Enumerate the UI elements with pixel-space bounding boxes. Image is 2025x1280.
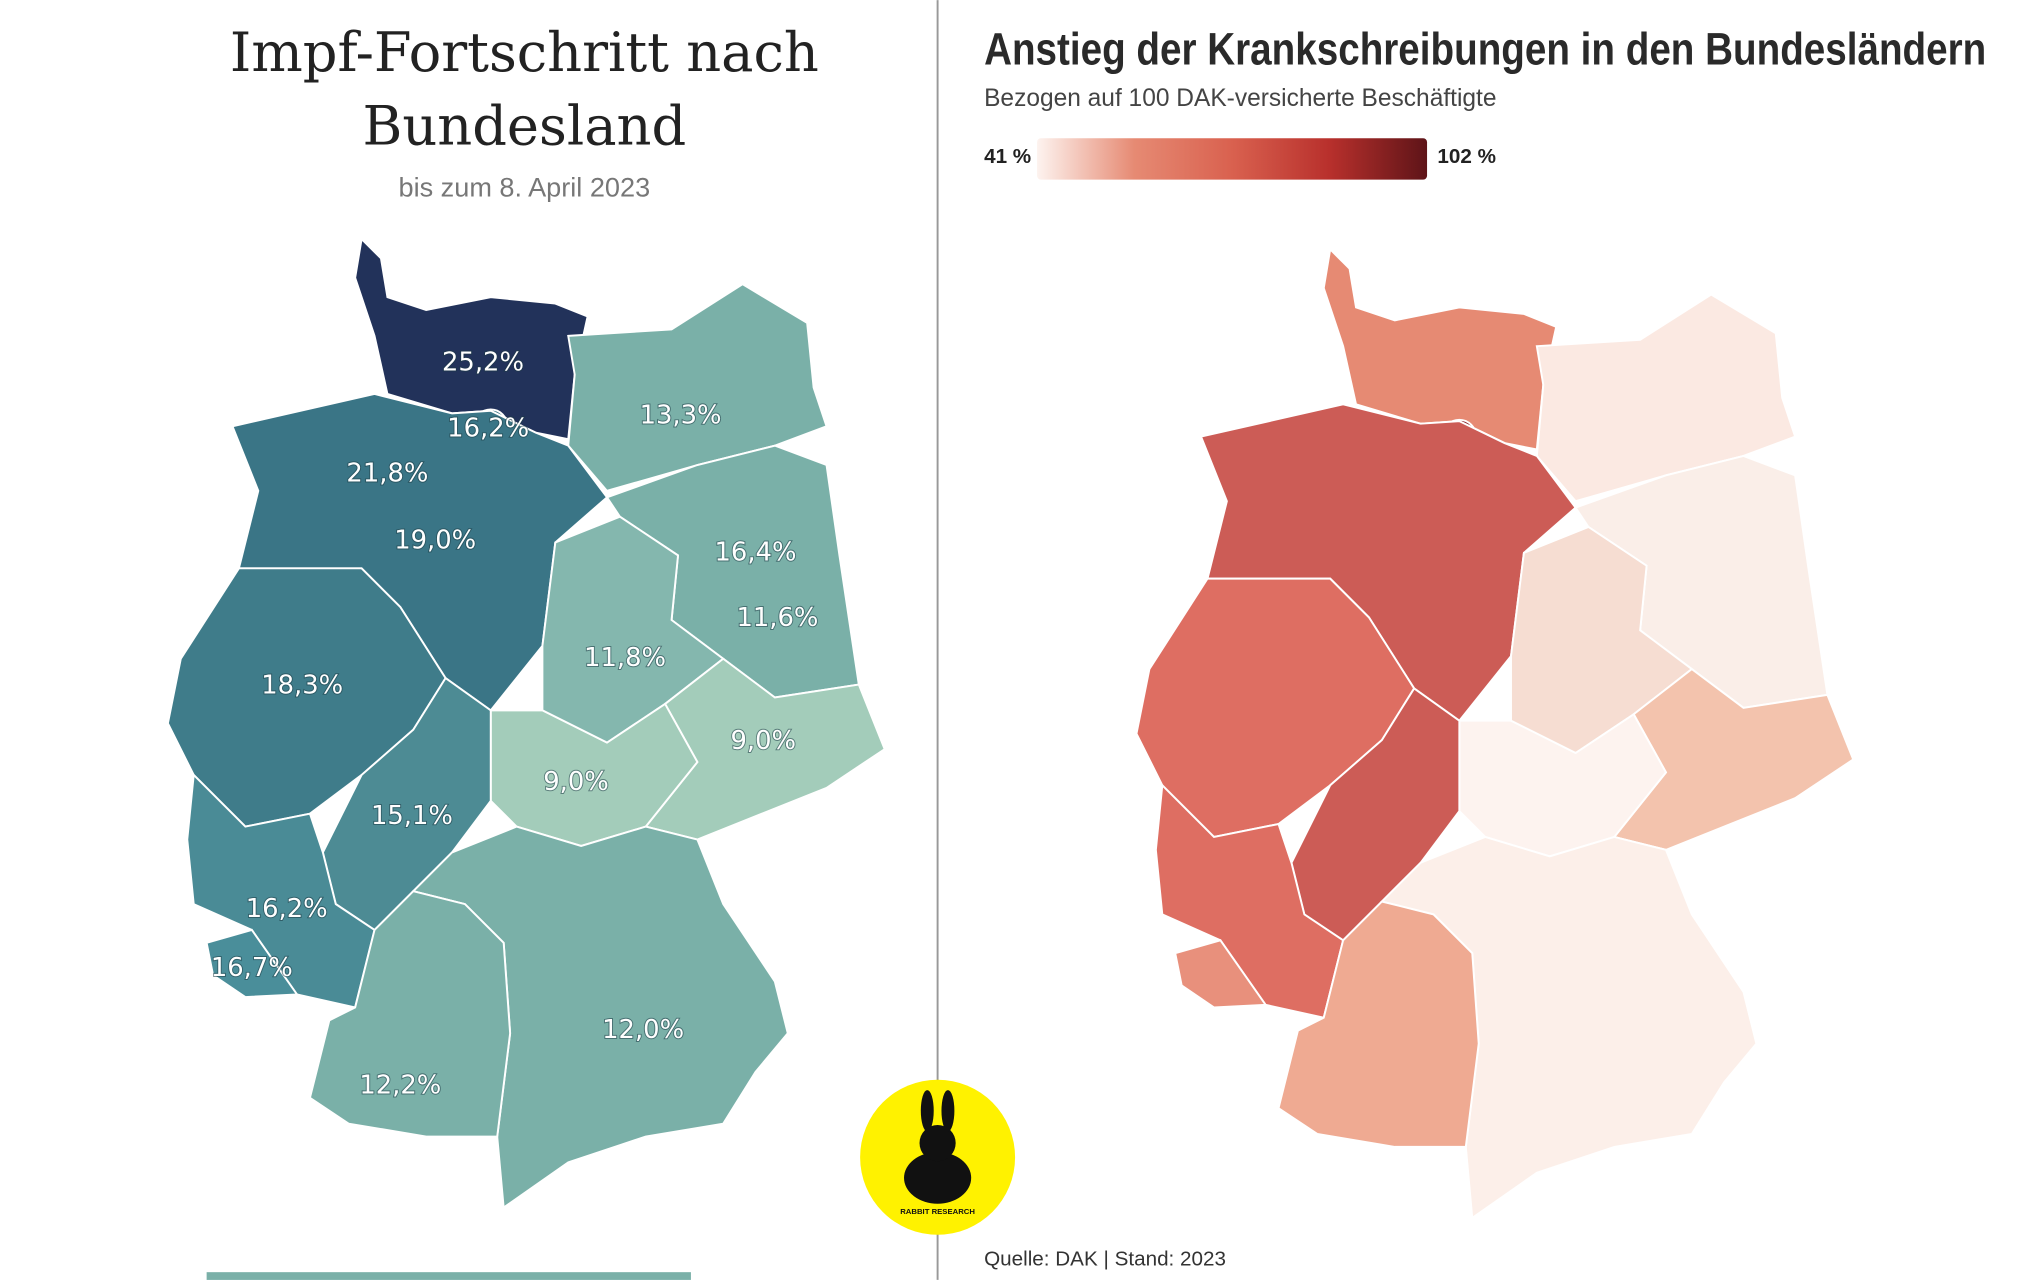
logo: RABBIT RESEARCH — [860, 1079, 1016, 1235]
state-label: 19,0% — [394, 526, 476, 556]
legend-gradient — [1037, 138, 1428, 180]
state-label: 25,2% — [442, 347, 524, 377]
left-labels: 25,2% 16,2% 13,3% 21,8% 19,0% 16,4% 11,6% 11,8%… — [210, 347, 820, 1102]
state-label: 9,0% — [730, 726, 796, 756]
right-map — [1135, 248, 1855, 1219]
subtitle: Bezogen auf 100 DAK-versicherte Beschäft… — [984, 85, 1496, 112]
state-label: 21,8% — [346, 459, 428, 489]
state-label: 15,1% — [371, 801, 453, 831]
state-label: 16,2% — [246, 894, 328, 924]
state-label: 9,0% — [543, 767, 609, 797]
title: Impf-Fortschritt nach — [230, 21, 819, 84]
subtitle: bis zum 8. April 2023 — [399, 171, 651, 202]
legend-min: 41 % — [984, 145, 1031, 168]
logo-text: RABBIT RESEARCH — [900, 1207, 975, 1216]
state-label: 12,0% — [602, 1015, 684, 1045]
state-label: 16,4% — [714, 537, 796, 567]
state-label: 18,3% — [261, 670, 343, 700]
title: Bundesland — [362, 95, 686, 158]
left-map — [166, 238, 886, 1209]
state-label: 11,8% — [584, 643, 666, 673]
legend-strip — [206, 1272, 691, 1280]
state-label: 13,3% — [640, 400, 722, 430]
state-label: 11,6% — [736, 603, 818, 633]
state-label: 16,2% — [447, 413, 529, 443]
state-label: 12,2% — [359, 1071, 441, 1101]
title: Anstieg der Krankschreibungen in den Bun… — [984, 24, 1986, 75]
source: Quelle: DAK | Stand: 2023 — [984, 1248, 1226, 1271]
state-label: 16,7% — [211, 953, 293, 983]
logo-rabbit — [919, 1124, 956, 1162]
logo-rabbit — [941, 1090, 955, 1132]
logo-rabbit — [920, 1090, 934, 1132]
legend-max: 102 % — [1437, 145, 1496, 168]
logo-rabbit — [904, 1152, 972, 1204]
